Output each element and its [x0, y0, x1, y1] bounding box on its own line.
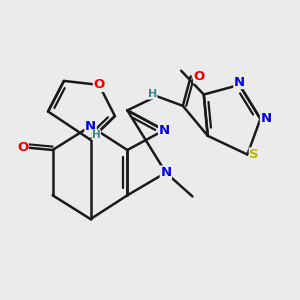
Text: N: N — [160, 166, 171, 179]
Text: S: S — [249, 148, 259, 161]
Text: N: N — [260, 112, 272, 125]
Text: H: H — [148, 89, 157, 99]
Text: N: N — [159, 124, 170, 137]
Text: H: H — [92, 130, 100, 140]
Text: O: O — [93, 78, 105, 92]
Text: O: O — [17, 141, 28, 154]
Text: N: N — [234, 76, 245, 88]
Text: N: N — [85, 120, 96, 133]
Text: O: O — [194, 70, 205, 83]
